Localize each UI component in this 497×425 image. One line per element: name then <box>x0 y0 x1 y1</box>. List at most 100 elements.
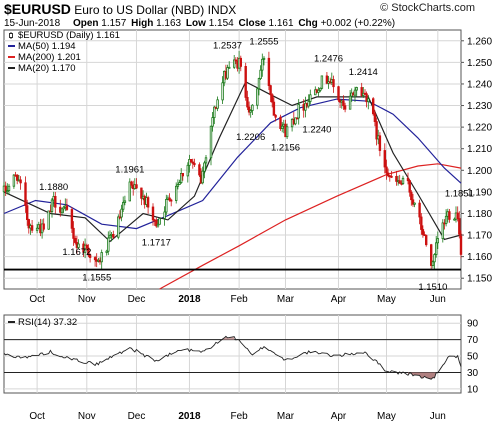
candle-body <box>221 82 224 101</box>
price-annotation: 1.2476 <box>314 54 343 65</box>
candle-body <box>179 172 183 183</box>
candle-body <box>54 195 57 208</box>
candle-body <box>458 218 461 235</box>
candle-body <box>198 164 201 176</box>
y-tick-label: 1.220 <box>467 123 492 134</box>
rsi-y-tick-label: 30 <box>467 368 479 379</box>
candle-body <box>360 87 363 97</box>
legend-label: MA(50) 1.194 <box>18 41 76 52</box>
candle-body <box>259 69 262 79</box>
candle-body <box>191 161 195 164</box>
legend-label: MA(20) 1.170 <box>18 63 76 74</box>
candle-body <box>165 198 168 213</box>
symbol: $EURUSD <box>4 1 71 17</box>
rsi-x-tick-label: May <box>377 411 396 422</box>
candle-body <box>398 180 401 184</box>
candle-body <box>294 117 297 125</box>
candle-body <box>320 75 324 89</box>
rsi-x-tick-label: Jun <box>430 411 446 422</box>
candle-body <box>193 162 196 166</box>
candle-body <box>459 233 463 255</box>
price-annotation: 1.1555 <box>82 272 111 283</box>
candle-body <box>262 57 266 60</box>
candle-body <box>189 158 193 163</box>
rsi-y-tick-label: 10 <box>467 384 479 395</box>
candle-body <box>413 202 416 205</box>
candle-body <box>267 57 271 86</box>
candle-body <box>72 227 75 239</box>
candle-body <box>178 182 181 185</box>
price-annotation: 1.2537 <box>213 40 242 51</box>
price-annotation: 1.1851 <box>445 188 474 199</box>
candle-body <box>12 174 16 187</box>
candle-body <box>257 78 261 90</box>
candle-body <box>42 223 45 230</box>
candle-body <box>120 208 123 218</box>
candle-body <box>317 89 320 93</box>
x-tick-label: Jun <box>430 294 446 305</box>
candle-body <box>24 182 27 207</box>
candle-body <box>371 98 375 115</box>
candle-body <box>348 95 352 110</box>
candle-body <box>365 93 368 103</box>
open-label: Open <box>72 18 99 29</box>
candle-body <box>105 250 108 253</box>
candle-body <box>355 87 358 91</box>
chg-label: Chg <box>298 18 318 29</box>
candle-body <box>270 94 274 103</box>
exchange: INDX <box>207 3 237 17</box>
candle-body <box>441 222 445 239</box>
candle-body <box>201 170 204 184</box>
candle-body <box>146 197 150 208</box>
y-tick-label: 1.260 <box>467 36 492 47</box>
candle-body <box>261 58 264 71</box>
candle-body <box>204 157 208 164</box>
candle-body <box>342 100 345 107</box>
rsi-x-tick-label: Mar <box>277 411 295 422</box>
candle-body <box>406 177 410 182</box>
low-value: 1.154 <box>208 18 234 29</box>
candle-body <box>112 233 115 238</box>
close-value: 1.161 <box>268 18 294 29</box>
candle-body <box>434 242 438 255</box>
rsi-line <box>3 335 462 380</box>
candle-body <box>123 200 127 203</box>
candle-body <box>436 238 440 244</box>
candle-body <box>378 135 382 151</box>
candle-body <box>203 162 206 172</box>
candle-body <box>453 218 456 221</box>
x-tick-label: Feb <box>231 294 249 305</box>
date: 15-Jun-2018 <box>4 18 61 29</box>
rsi-x-tick-label: 2018 <box>178 411 201 422</box>
rsi-panel-frame <box>3 314 462 394</box>
rsi-oversold-fill <box>408 372 438 380</box>
candle-body <box>239 57 243 67</box>
rsi-y-tick-label: 70 <box>467 335 479 346</box>
candle-body <box>249 110 252 113</box>
y-tick-label: 1.190 <box>467 187 492 198</box>
candle-body <box>70 209 74 229</box>
candle-body <box>186 164 190 177</box>
rsi-y-tick-label: 50 <box>467 352 479 363</box>
x-tick-label: Apr <box>331 294 347 305</box>
candle-body <box>156 223 160 227</box>
candle-body <box>424 235 428 246</box>
candle-body <box>304 102 307 111</box>
candle-body <box>65 205 69 210</box>
candle-body <box>85 244 89 249</box>
open-value: 1.157 <box>101 18 127 29</box>
candle-body <box>181 172 185 177</box>
candle-body <box>140 187 143 199</box>
candle-body <box>421 229 425 235</box>
price-annotation: 1.1510 <box>418 282 447 293</box>
candle-body <box>395 175 398 182</box>
candle-body <box>158 217 161 225</box>
candle-body <box>6 190 9 193</box>
candle-body <box>50 199 54 212</box>
candle-body <box>88 254 92 258</box>
candle-body <box>35 227 39 231</box>
candle-body <box>47 210 50 230</box>
candle-body <box>128 181 132 202</box>
candle-body <box>213 106 216 118</box>
